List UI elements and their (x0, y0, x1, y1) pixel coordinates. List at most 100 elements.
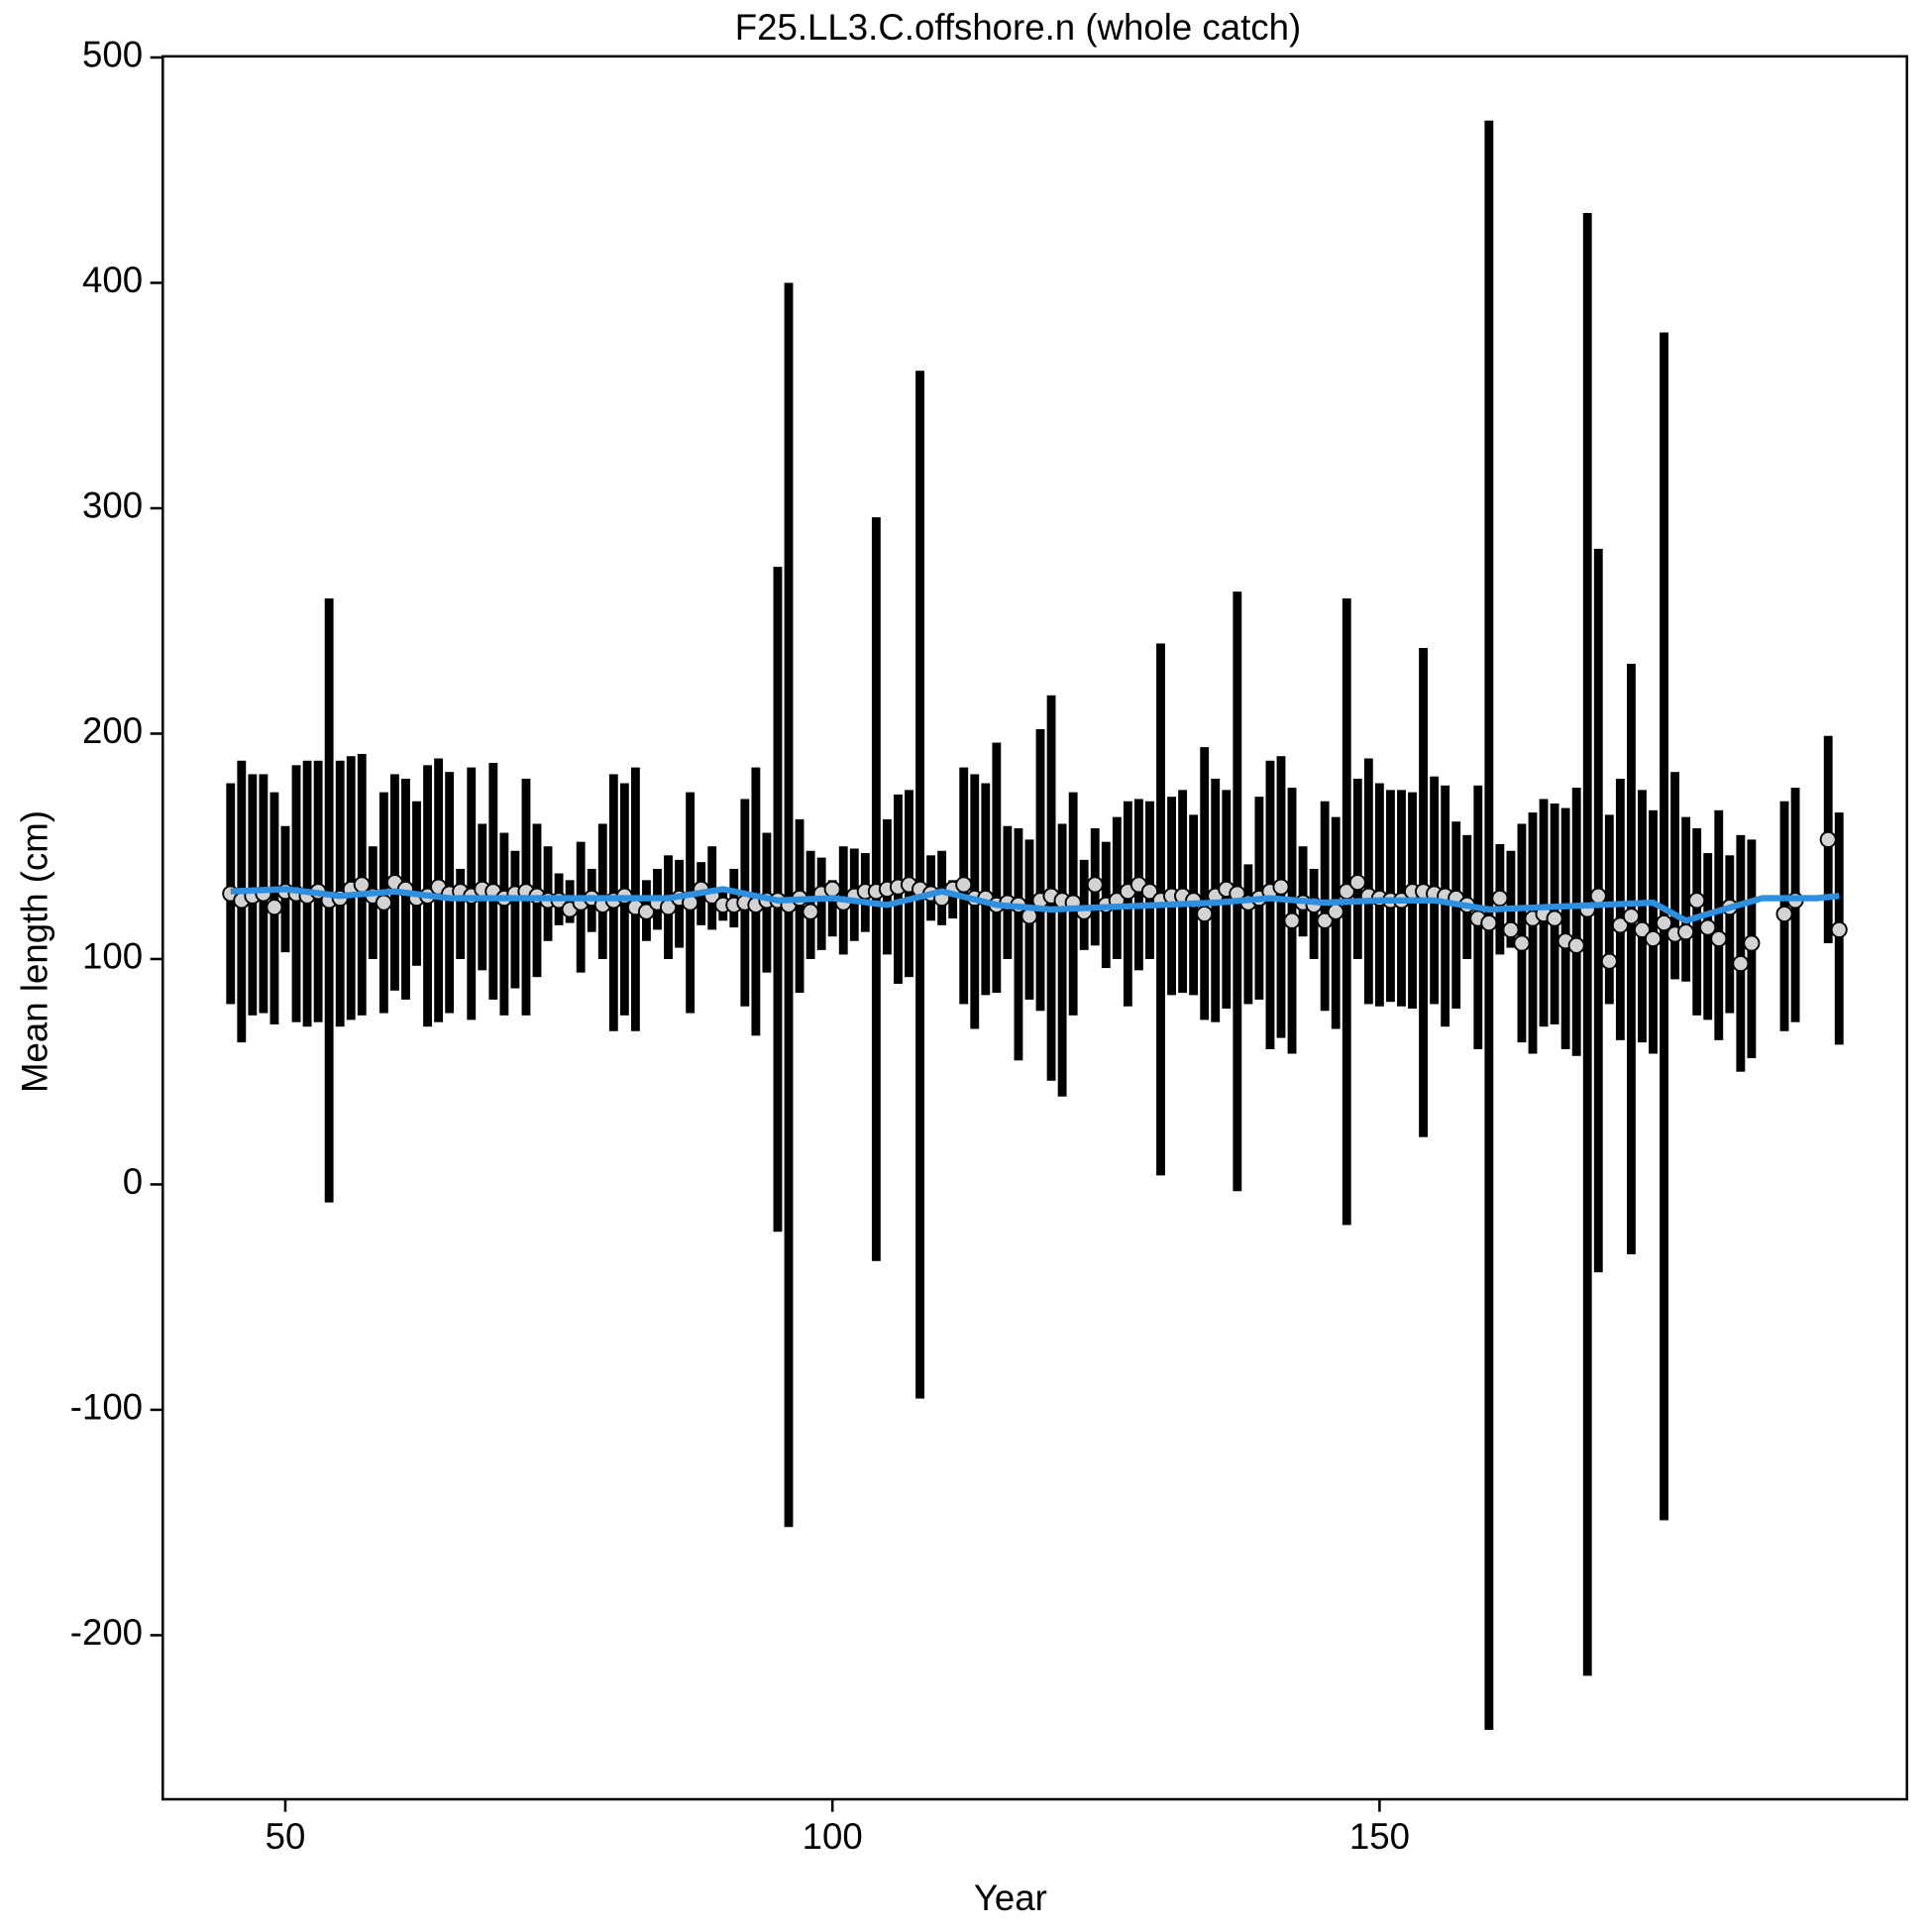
y-tick-label: 0 (123, 1161, 143, 1202)
y-tick-label: 200 (82, 710, 143, 751)
y-tick-label: 300 (82, 485, 143, 526)
error-bar (1582, 212, 1592, 1676)
error-bar (1243, 864, 1253, 1005)
error-bar (1145, 801, 1154, 959)
error-bar (1363, 758, 1373, 1005)
mean-point (1743, 934, 1761, 952)
error-bar (597, 823, 607, 959)
error-bar (1703, 853, 1713, 1020)
error-bar (1035, 728, 1045, 1012)
mean-point (1316, 912, 1334, 929)
y-tick-label: -200 (70, 1612, 143, 1653)
mean-point (1819, 830, 1837, 848)
x-axis-label: Year (974, 1878, 1047, 1918)
mean-point (1830, 920, 1848, 938)
error-bar (1725, 855, 1735, 1014)
error-bar (816, 857, 826, 950)
error-bar (1681, 816, 1691, 982)
error-bar (1692, 828, 1702, 1016)
mean-point (1677, 923, 1695, 941)
error-bar (1320, 801, 1330, 1012)
mean-point (1699, 918, 1717, 936)
mean-point (1622, 908, 1640, 925)
mean-point (1546, 910, 1563, 927)
error-bar (412, 801, 421, 966)
mean-point (1272, 878, 1290, 896)
error-bar (1057, 823, 1067, 1097)
error-bar (1615, 778, 1625, 1040)
mean-point (1688, 892, 1706, 910)
error-bar (1571, 788, 1581, 1056)
mean-point (1732, 954, 1750, 973)
mean-point (1491, 890, 1509, 908)
error-bar (1560, 807, 1570, 1049)
mean-point (375, 894, 392, 912)
error-bar (1528, 812, 1538, 1054)
error-bar (1352, 778, 1362, 959)
y-tick-label: 400 (82, 260, 143, 300)
mean-point (1283, 912, 1301, 929)
y-tick-label: 100 (82, 936, 143, 977)
error-bar (1014, 828, 1023, 1061)
mean-point (1775, 905, 1793, 922)
mean-point (1086, 876, 1104, 894)
smoother-line (230, 886, 1840, 924)
error-bar (1265, 760, 1275, 1049)
error-bar (1451, 821, 1461, 1010)
mean-point (1589, 887, 1607, 905)
mean-point (1644, 929, 1663, 948)
mean-point (1611, 916, 1629, 934)
error-bar (1736, 834, 1746, 1072)
mean-point (955, 876, 973, 894)
plot-frame (161, 54, 1908, 1801)
mean-point (1348, 874, 1366, 892)
mean-point (1710, 929, 1728, 948)
error-bar (992, 742, 1002, 994)
error-bar (456, 868, 466, 959)
mean-point (823, 880, 841, 898)
error-bar (1003, 825, 1013, 959)
y-axis-label: Mean length (cm) (15, 810, 55, 1093)
mean-point (1327, 903, 1344, 920)
error-bar (1441, 785, 1450, 1027)
y-tick-label: -100 (70, 1387, 143, 1428)
mean-point (1513, 934, 1531, 952)
error-bar (1112, 816, 1122, 959)
mean-point (802, 903, 819, 920)
mean-point (1633, 920, 1651, 938)
error-bar (499, 832, 509, 1016)
error-bar (1298, 846, 1308, 937)
error-bar (948, 880, 958, 919)
error-bar (1309, 868, 1319, 959)
error-bar (1670, 772, 1680, 980)
mean-point (637, 903, 655, 920)
error-bar (1156, 643, 1165, 1176)
error-bar (510, 850, 520, 989)
error-bar (488, 763, 498, 1000)
error-bar (1604, 814, 1614, 1005)
mean-point (1567, 936, 1585, 954)
x-tick-label: 150 (1349, 1816, 1410, 1857)
mean-point (266, 899, 283, 916)
x-tick-label: 50 (266, 1816, 306, 1857)
mean-point (1502, 920, 1520, 938)
mean-point (1656, 914, 1673, 932)
chart-title: F25.LL3.C.offshore.n (whole catch) (735, 7, 1301, 48)
error-bar (1506, 850, 1516, 948)
error-bar (1342, 597, 1351, 1226)
error-bar (1331, 816, 1341, 1029)
y-tick-label: 500 (82, 35, 143, 75)
error-bar (827, 880, 837, 937)
x-tick-label: 100 (803, 1816, 863, 1857)
mean-point (1600, 952, 1618, 970)
error-bar (937, 850, 947, 925)
mean-point (1196, 905, 1214, 922)
mean-point (1140, 883, 1159, 901)
error-bar (1593, 548, 1603, 1273)
mean-point (1480, 914, 1498, 932)
error-bar (1638, 790, 1647, 1043)
error-bar (1200, 747, 1210, 1020)
error-bar (981, 783, 991, 996)
